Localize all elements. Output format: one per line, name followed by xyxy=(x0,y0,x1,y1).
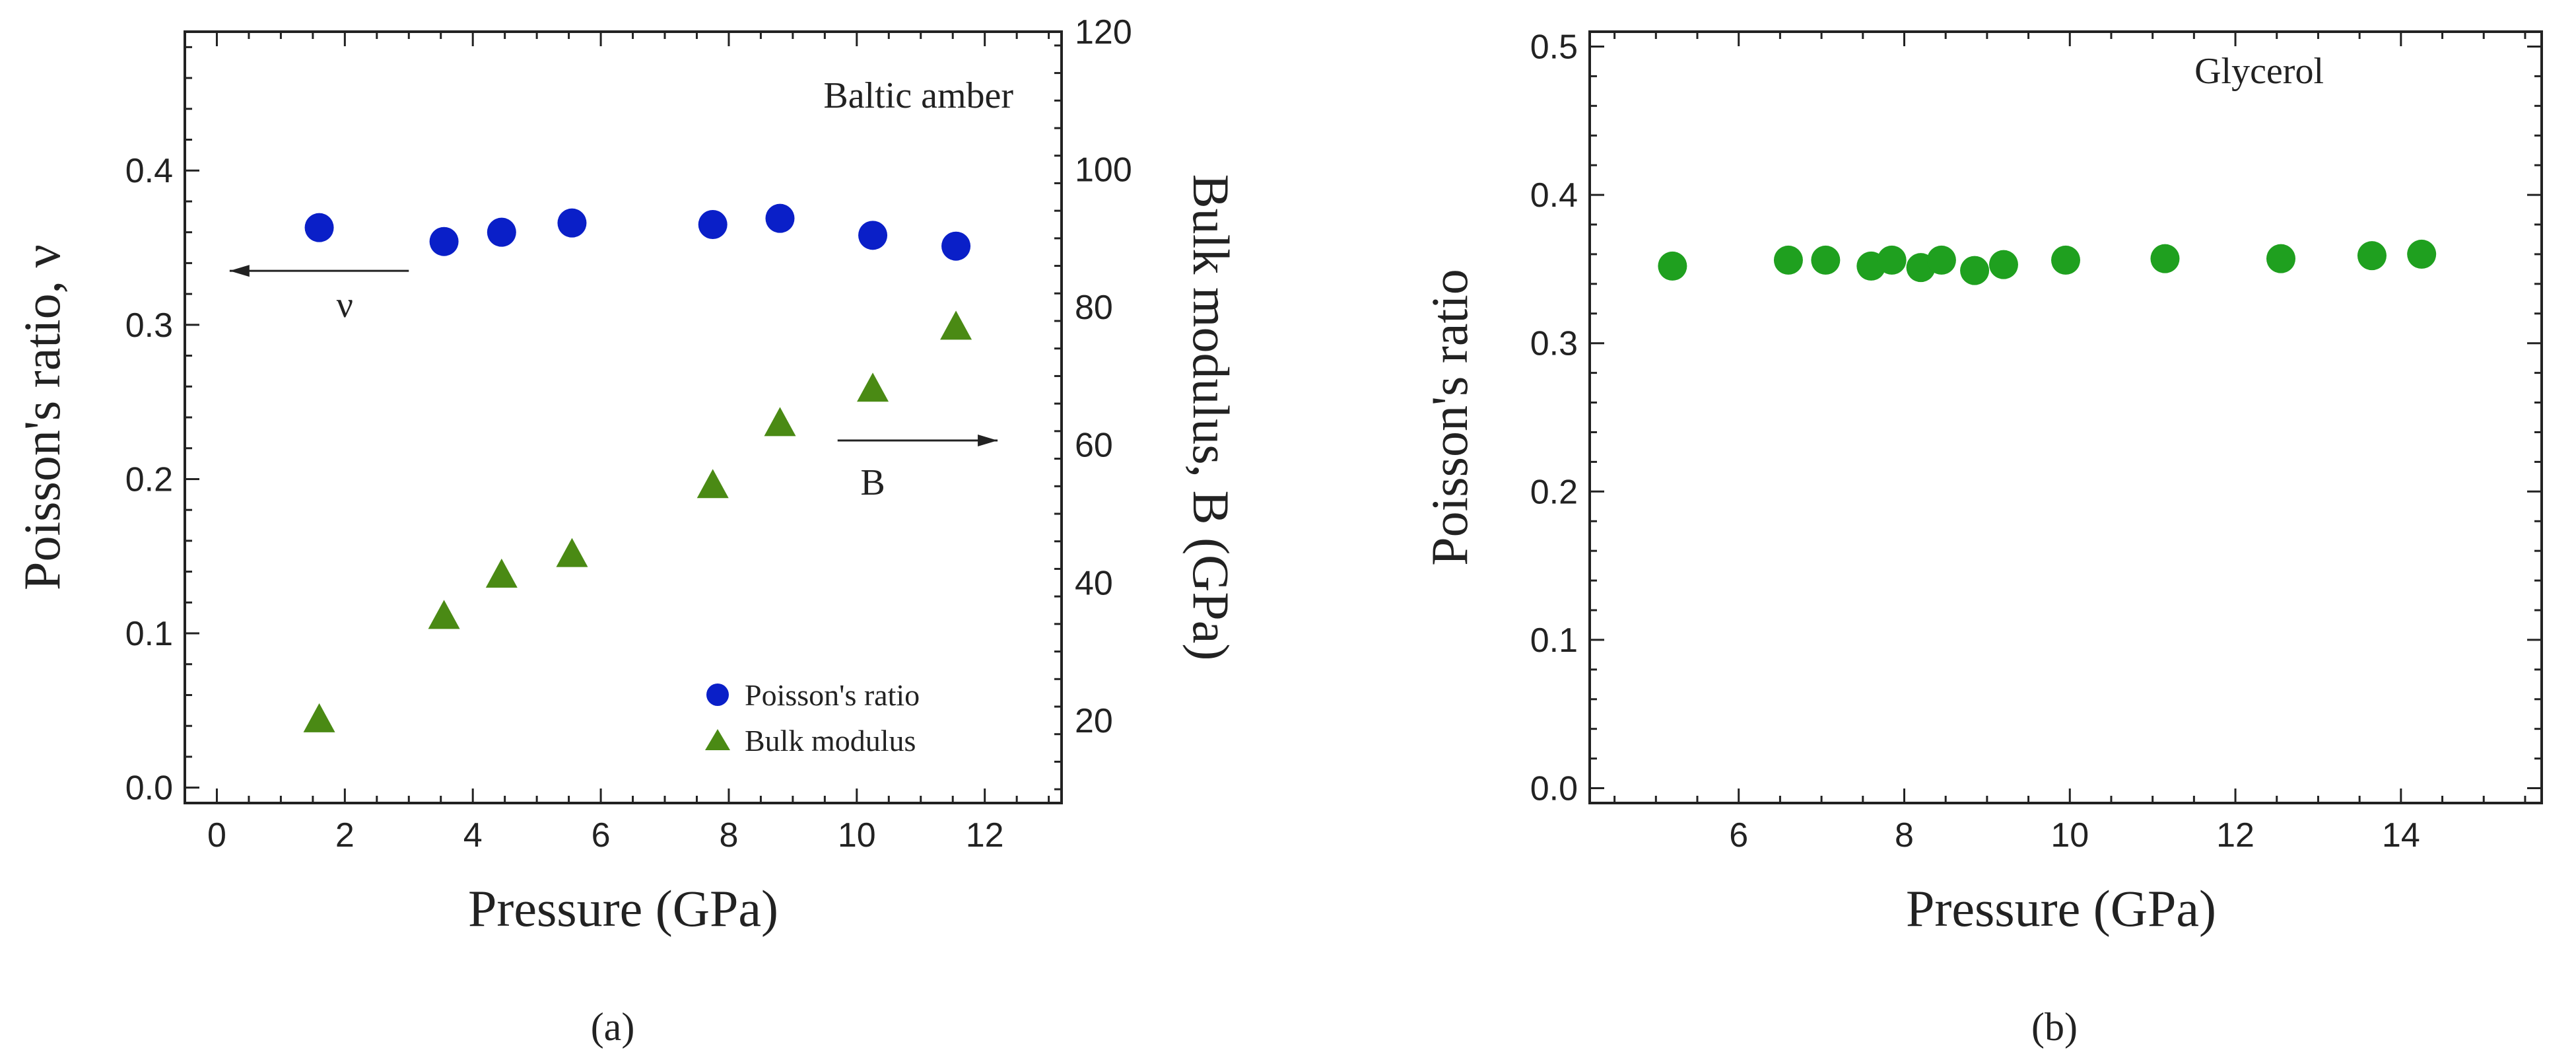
poisson-ratio-point xyxy=(858,221,888,250)
y-tick-label: 0.2 xyxy=(1530,473,1578,511)
glycerol-poisson-point xyxy=(2051,245,2080,275)
annotation-arrow-head xyxy=(229,265,250,277)
glycerol-poisson-point xyxy=(2407,239,2437,269)
poisson-ratio-point xyxy=(557,208,587,238)
poisson-ratio-point xyxy=(941,231,971,261)
x-tick-label: 6 xyxy=(1729,816,1748,855)
y-tick-label: 0.0 xyxy=(1530,770,1578,808)
x-tick-label: 8 xyxy=(1895,816,1914,855)
poisson-ratio-point xyxy=(698,210,728,239)
x-tick-label: 6 xyxy=(592,816,611,855)
x-tick-label: 12 xyxy=(2216,816,2254,855)
y-tick-label: 0.4 xyxy=(1530,176,1578,215)
glycerol-poisson-point xyxy=(1877,245,1907,275)
glycerol-poisson-point xyxy=(1811,245,1841,275)
annotation-arrow-label: ν xyxy=(337,285,353,326)
bulk-modulus-point xyxy=(303,703,335,732)
y2-tick-label: 40 xyxy=(1075,564,1113,602)
glycerol-poisson-point xyxy=(1773,245,1803,275)
bulk-modulus-point xyxy=(940,310,972,340)
bulk-modulus-point xyxy=(696,469,729,499)
x-tick-label: 4 xyxy=(463,816,483,855)
x-tick-label: 8 xyxy=(719,816,738,855)
glycerol-poisson-point xyxy=(1658,251,1687,281)
bulk-modulus-point xyxy=(857,372,889,402)
panel-a-annotation-arrows: νB xyxy=(229,265,998,503)
poisson-ratio-point xyxy=(304,213,334,242)
glycerol-poisson-point xyxy=(1926,245,1956,275)
y2-tick-label: 100 xyxy=(1075,151,1132,190)
panel-b-x-axis-title: Pressure (GPa) xyxy=(1906,880,2216,937)
panel-a-y-axis-title: Poisson's ratio, ν xyxy=(13,244,71,590)
panel-a-right-y-axis-title: Bulk modulus, B (GPa) xyxy=(1182,174,1240,661)
y2-tick-label: 120 xyxy=(1075,13,1132,52)
panel-b-annotation-title: Glycerol xyxy=(2194,51,2324,92)
glycerol-poisson-point xyxy=(1988,250,2018,279)
panel-a-data-marks xyxy=(303,203,972,732)
panel-b-plot-frame xyxy=(1588,30,2543,804)
x-tick-label: 10 xyxy=(2051,816,2089,855)
panel-b-data-marks xyxy=(1658,239,2437,285)
y-tick-label: 0.0 xyxy=(125,769,173,808)
y-tick-label: 0.2 xyxy=(125,460,173,499)
legend-marker-bulk-modulus xyxy=(705,729,730,750)
panel-a-annotation-title: Baltic amber xyxy=(823,75,1013,116)
glycerol-poisson-point xyxy=(1960,256,1990,285)
legend-marker-poissons-ratio xyxy=(706,684,729,706)
panel-b-y-axis-title: Poisson's ratio xyxy=(1421,269,1478,566)
bulk-modulus-point xyxy=(428,600,460,629)
panel-a-x-axis-title: Pressure (GPa) xyxy=(468,880,778,937)
legend-label-bulk-modulus: Bulk modulus xyxy=(745,724,916,757)
panel-a-plot-frame xyxy=(184,30,1063,804)
panel-a-chart: 0 2 4 6 8 10 12 0.0 0.1 0.2 0.3 0.4 20 40 60 80 100 120 B… xyxy=(13,13,1240,1049)
glycerol-poisson-point xyxy=(2266,244,2296,273)
y2-tick-label: 80 xyxy=(1075,289,1113,327)
y-tick-label: 0.3 xyxy=(125,306,173,345)
panel-b-axes-ticks xyxy=(1590,32,2542,803)
legend-label-poissons-ratio: Poisson's ratio xyxy=(745,678,920,712)
poisson-ratio-point xyxy=(765,203,795,233)
panel-b-caption: (b) xyxy=(2031,1005,2078,1049)
x-tick-label: 10 xyxy=(838,816,876,855)
panel-b-chart: 6 8 10 12 14 0.0 0.1 0.2 0.3 0.4 0.5 Glycerol Pres… xyxy=(1421,28,2543,1049)
x-tick-label: 12 xyxy=(966,816,1004,855)
bulk-modulus-point xyxy=(556,538,588,567)
y2-tick-label: 60 xyxy=(1075,427,1113,465)
annotation-arrow-label: B xyxy=(860,462,885,503)
y-tick-label: 0.1 xyxy=(1530,621,1578,660)
panel-b-tick-labels: 6 8 10 12 14 0.0 0.1 0.2 0.3 0.4 0.5 xyxy=(1530,28,2420,855)
y2-tick-label: 20 xyxy=(1075,702,1113,740)
x-tick-label: 14 xyxy=(2382,816,2420,855)
poisson-ratio-point xyxy=(429,227,459,256)
y-tick-label: 0.3 xyxy=(1530,325,1578,363)
y-tick-label: 0.4 xyxy=(125,152,173,190)
y-tick-label: 0.5 xyxy=(1530,28,1578,66)
x-tick-label: 0 xyxy=(207,816,226,855)
panel-a-caption: (a) xyxy=(591,1005,635,1049)
panel-a-legend: Poisson's ratio Bulk modulus xyxy=(705,678,920,757)
poisson-ratio-point xyxy=(487,217,516,247)
glycerol-poisson-point xyxy=(2357,241,2387,271)
annotation-arrow-head xyxy=(978,435,998,447)
glycerol-poisson-point xyxy=(2150,244,2180,273)
y-tick-label: 0.1 xyxy=(125,615,173,653)
bulk-modulus-point xyxy=(485,558,518,588)
x-tick-label: 2 xyxy=(335,816,355,855)
panel-a-tick-labels: 0 2 4 6 8 10 12 0.0 0.1 0.2 0.3 0.4 20 40 60 80 100 120 xyxy=(125,13,1132,855)
bulk-modulus-point xyxy=(764,407,796,437)
panel-a-axes-ticks xyxy=(184,32,1062,803)
